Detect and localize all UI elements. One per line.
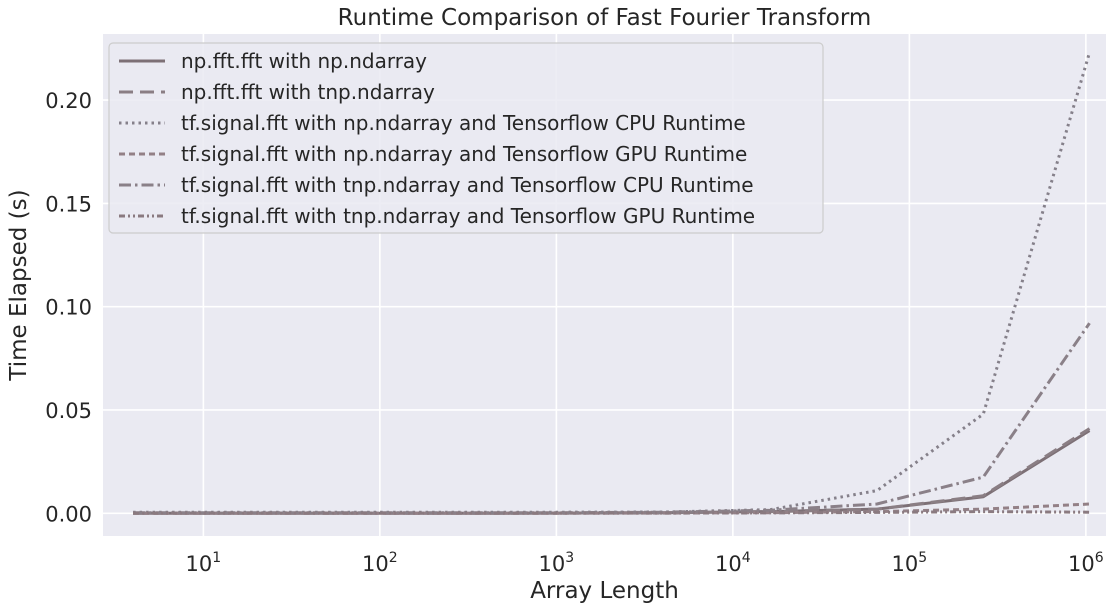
legend-label-5: tf.signal.fft with tnp.ndarray and Tenso…: [181, 204, 755, 228]
legend-label-0: np.fft.fft with np.ndarray: [181, 49, 427, 73]
y-tick-label-4: 0.20: [45, 89, 92, 113]
series-line-5: [133, 510, 1090, 515]
x-axis-label: Array Length: [530, 578, 679, 604]
x-tick-label-1: 102: [362, 550, 398, 576]
legend-label-2: tf.signal.fft with np.ndarray and Tensor…: [181, 111, 746, 135]
y-tick-label-1: 0.05: [45, 399, 92, 423]
chart-title: Runtime Comparison of Fast Fourier Trans…: [338, 5, 872, 31]
legend-label-4: tf.signal.fft with tnp.ndarray and Tenso…: [181, 173, 754, 197]
y-tick-label-3: 0.15: [45, 192, 92, 216]
legend-label-3: tf.signal.fft with np.ndarray and Tensor…: [181, 142, 747, 166]
legend-frame: [108, 42, 824, 234]
y-tick-label-2: 0.10: [45, 296, 92, 320]
series-lines: [133, 52, 1091, 515]
y-tick-label-0: 0.00: [45, 502, 92, 526]
x-tick-labels: 101 102 103 104 105 106: [186, 550, 1104, 576]
y-axis-label: Time Elapsed (s): [6, 189, 32, 381]
legend-label-1: np.fft.fft with tnp.ndarray: [181, 80, 435, 104]
y-tick-labels: 0.00 0.05 0.10 0.15 0.20: [45, 89, 92, 526]
legend: np.fft.fft with np.ndarray np.fft.fft wit…: [108, 42, 824, 234]
